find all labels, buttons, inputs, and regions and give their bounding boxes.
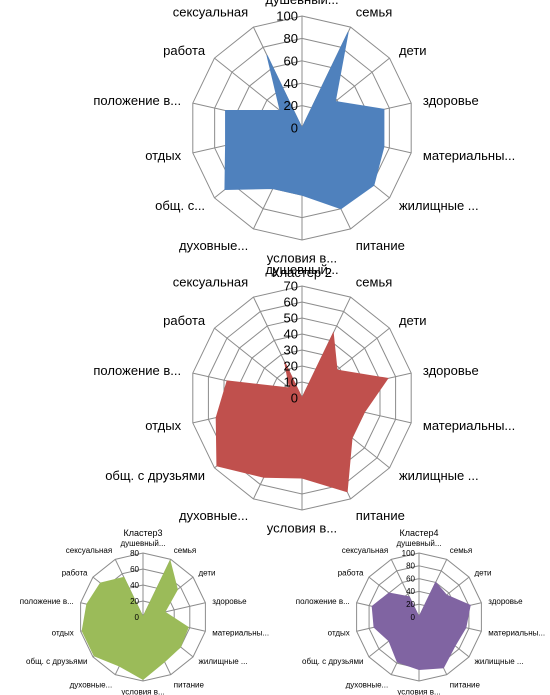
category-label: душевный...: [265, 0, 338, 7]
series-area: [215, 331, 389, 493]
tick-label: 0: [135, 613, 140, 622]
tick-label: 0: [291, 391, 298, 406]
category-label: питание: [450, 680, 481, 689]
category-label: сексуальная: [173, 274, 248, 289]
category-label: условия в...: [397, 687, 440, 695]
category-label: сексуальная: [342, 546, 388, 555]
tick-label: 20: [284, 98, 298, 113]
category-label: духовные...: [179, 238, 248, 253]
category-label: питание: [174, 680, 205, 689]
category-label: материальны...: [423, 418, 515, 433]
series-area: [224, 31, 385, 210]
category-label: жилищные ...: [399, 198, 479, 213]
chart-title: Кластер3: [123, 528, 162, 538]
category-label: положение в...: [93, 93, 181, 108]
category-label: общ. с друзьями: [26, 657, 87, 666]
tick-label: 40: [406, 587, 415, 596]
series-area: [81, 559, 189, 681]
category-label: здоровье: [423, 93, 479, 108]
category-label: жилищные ...: [475, 657, 524, 666]
category-label: питание: [356, 238, 405, 253]
tick-label: 80: [284, 31, 298, 46]
category-label: положение в...: [20, 597, 74, 606]
series-area: [371, 581, 471, 670]
category-label: душевный...: [396, 539, 441, 548]
category-label: работа: [163, 43, 206, 58]
category-label: сексуальная: [173, 4, 248, 19]
tick-label: 10: [284, 375, 298, 390]
category-label: жилищные ...: [399, 468, 479, 483]
category-label: душевный...: [120, 539, 165, 548]
category-label: условия в...: [267, 520, 337, 535]
category-label: отдых: [145, 148, 181, 163]
category-label: дети: [399, 43, 427, 58]
tick-label: 60: [284, 53, 298, 68]
category-label: семья: [356, 274, 392, 289]
category-label: условия в...: [121, 687, 164, 695]
category-label: материальны...: [488, 629, 545, 638]
category-label: материальны...: [423, 148, 515, 163]
chart-title: Кластер 2: [272, 265, 332, 280]
category-label: семья: [450, 546, 472, 555]
category-label: условия в...: [267, 250, 337, 265]
category-label: отдых: [52, 629, 74, 638]
tick-label: 100: [276, 9, 298, 24]
category-label: сексуальная: [66, 546, 112, 555]
tick-label: 80: [406, 562, 415, 571]
tick-label: 40: [284, 327, 298, 342]
category-label: положение в...: [296, 597, 350, 606]
category-label: работа: [338, 569, 364, 578]
category-label: душевный...: [265, 262, 338, 277]
tick-label: 20: [130, 597, 139, 606]
category-label: положение в...: [93, 363, 181, 378]
category-label: общ. с...: [155, 198, 205, 213]
axis-spoke: [214, 327, 303, 399]
category-label: питание: [356, 508, 405, 523]
category-label: духовные...: [179, 508, 248, 523]
category-label: жилищные ...: [199, 657, 248, 666]
tick-label: 0: [411, 613, 416, 622]
category-label: духовные...: [346, 680, 389, 689]
category-label: отдых: [145, 418, 181, 433]
category-label: духовные...: [70, 680, 113, 689]
tick-label: 100: [402, 549, 416, 558]
tick-label: 40: [284, 76, 298, 91]
tick-label: 60: [130, 565, 139, 574]
tick-label: 20: [406, 600, 415, 609]
category-label: работа: [62, 569, 88, 578]
category-label: дети: [399, 313, 427, 328]
category-label: здоровье: [488, 597, 523, 606]
tick-label: 50: [284, 311, 298, 326]
category-label: семья: [356, 4, 392, 19]
chart-title: Кластер4: [399, 528, 438, 538]
category-label: отдых: [328, 629, 350, 638]
category-label: дети: [475, 569, 492, 578]
tick-label: 70: [284, 279, 298, 294]
tick-label: 60: [284, 295, 298, 310]
category-label: материальны...: [212, 629, 269, 638]
tick-label: 0: [291, 121, 298, 136]
tick-label: 60: [406, 574, 415, 583]
radar-chart-1: 0 20 40 60 80 100 душевный... семья дети здоровье…: [93, 0, 515, 265]
tick-label: 30: [284, 343, 298, 358]
category-label: здоровье: [212, 597, 247, 606]
category-label: общ. с друзьями: [105, 468, 205, 483]
category-label: общ. с друзьями: [302, 657, 363, 666]
category-label: работа: [163, 313, 206, 328]
category-label: здоровье: [423, 363, 479, 378]
category-label: дети: [199, 569, 216, 578]
tick-label: 20: [284, 359, 298, 374]
tick-label: 40: [130, 581, 139, 590]
category-label: семья: [174, 546, 196, 555]
tick-label: 80: [130, 549, 139, 558]
